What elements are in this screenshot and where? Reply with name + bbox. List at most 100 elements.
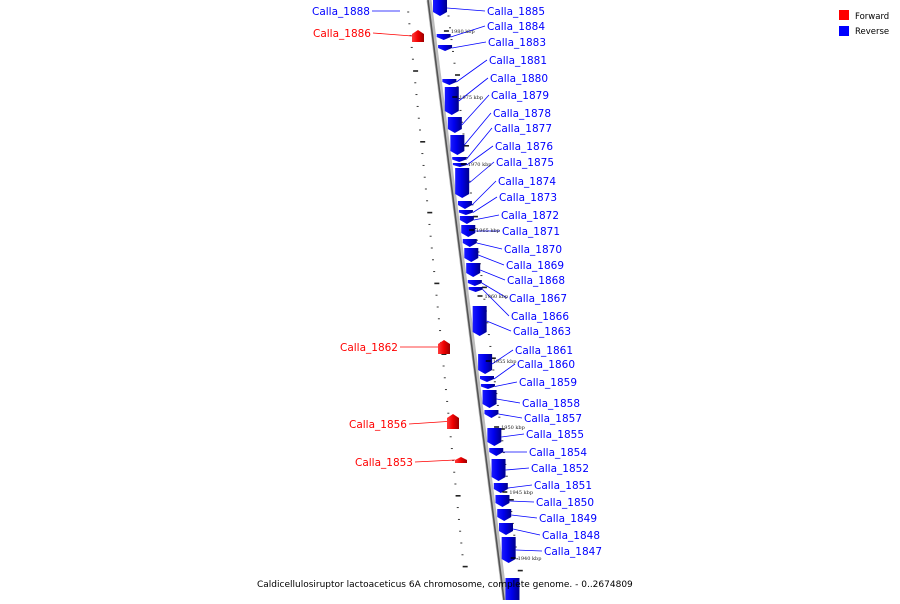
- gene-feature-calla-1885[interactable]: [433, 0, 448, 16]
- gene-label-calla-1880[interactable]: Calla_1880: [490, 73, 548, 85]
- gene-label-calla-1878[interactable]: Calla_1878: [493, 108, 551, 120]
- gene-feature-calla-1851[interactable]: [493, 483, 508, 493]
- gene-feature-calla-1856[interactable]: [447, 414, 459, 429]
- gene-label-calla-1853[interactable]: Calla_1853: [355, 457, 413, 469]
- gene-label-calla-1874[interactable]: Calla_1874: [498, 176, 556, 188]
- gene-feature-calla-1883[interactable]: [438, 45, 453, 51]
- legend: Forward Reverse: [839, 10, 889, 37]
- gene-label-calla-1868[interactable]: Calla_1868: [507, 275, 565, 287]
- leader-line-calla-1881: [456, 59, 488, 83]
- gene-feature-calla-1879[interactable]: [447, 117, 462, 133]
- gene-feature-calla-1863[interactable]: [472, 306, 487, 336]
- gene-feature-calla-1872[interactable]: [459, 216, 474, 224]
- gene-label-calla-1851[interactable]: Calla_1851: [534, 480, 592, 492]
- scale-label: 1945 kbp: [509, 490, 533, 496]
- gene-feature-calla-1871[interactable]: [461, 225, 476, 237]
- gene-feature-calla-1850[interactable]: [495, 495, 510, 507]
- gene-feature-calla-1860[interactable]: [480, 376, 495, 382]
- gene-label-calla-1888[interactable]: Calla_1888: [312, 6, 370, 18]
- scale-label: 1950 kbp: [501, 425, 525, 431]
- leader-line-calla-1877: [465, 127, 493, 160]
- gene-feature-calla-1881[interactable]: [442, 79, 457, 85]
- leader-line-calla-1855: [501, 433, 525, 438]
- gene-label-calla-1885[interactable]: Calla_1885: [487, 6, 545, 18]
- leader-line-calla-1866: [482, 289, 510, 317]
- scale-label: 1940 kbp: [518, 556, 542, 562]
- gene-feature-calla-1861[interactable]: [478, 354, 493, 374]
- gene-label-calla-1870[interactable]: Calla_1870: [504, 244, 562, 256]
- gene-label-calla-1848[interactable]: Calla_1848: [542, 530, 600, 542]
- gene-feature-calla-1859[interactable]: [480, 384, 495, 389]
- gene-label-calla-1849[interactable]: Calla_1849: [539, 513, 597, 525]
- legend-reverse-swatch: [839, 26, 849, 36]
- gene-feature-calla-1857[interactable]: [484, 410, 499, 418]
- gene-feature-calla-1862[interactable]: [438, 340, 450, 354]
- gene-label-calla-1873[interactable]: Calla_1873: [499, 192, 557, 204]
- gene-label-calla-1884[interactable]: Calla_1884: [487, 21, 545, 33]
- map-caption: Caldicellulosiruptor lactoaceticus 6A ch…: [257, 580, 633, 590]
- gene-label-calla-1847[interactable]: Calla_1847: [544, 546, 602, 558]
- gene-labels: Calla_1888 Calla_1886 Calla_1885 Calla_1884…: [312, 6, 602, 558]
- gene-feature-calla-1858[interactable]: [482, 390, 497, 408]
- gene-feature-calla-1855[interactable]: [487, 428, 502, 446]
- gene-feature-calla-1848[interactable]: [499, 523, 514, 535]
- gene-feature-calla-1869[interactable]: [464, 248, 479, 262]
- gene-label-calla-1863[interactable]: Calla_1863: [513, 326, 571, 338]
- gene-feature-calla-1874[interactable]: [457, 201, 472, 209]
- gene-feature-calla-1868[interactable]: [466, 263, 481, 277]
- gene-label-calla-1872[interactable]: Calla_1872: [501, 210, 559, 222]
- gene-label-calla-1856[interactable]: Calla_1856: [349, 419, 407, 431]
- gene-feature-calla-1853[interactable]: [455, 457, 467, 463]
- gene-label-calla-1861[interactable]: Calla_1861: [515, 345, 573, 357]
- gene-label-calla-1852[interactable]: Calla_1852: [531, 463, 589, 475]
- gene-feature-calla-1849[interactable]: [497, 509, 512, 521]
- gene-label-calla-1867[interactable]: Calla_1867: [509, 293, 567, 305]
- gene-feature-calla-1870[interactable]: [462, 239, 477, 247]
- leader-line-calla-1869: [478, 254, 505, 266]
- leader-line-calla-1874: [471, 180, 497, 206]
- gene-label-calla-1857[interactable]: Calla_1857: [524, 413, 582, 425]
- gene-feature-calla-1877[interactable]: [452, 157, 467, 162]
- gene-feature-calla-1884[interactable]: [436, 34, 451, 40]
- gene-label-calla-1854[interactable]: Calla_1854: [529, 447, 587, 459]
- gene-feature-calla-1866[interactable]: [468, 287, 483, 292]
- leader-line-calla-1870: [476, 242, 503, 250]
- leader-line-calla-1856: [408, 421, 448, 425]
- gene-label-calla-1877[interactable]: Calla_1877: [494, 123, 552, 135]
- leader-line-calla-1853: [414, 459, 456, 463]
- gene-feature-calla-1867[interactable]: [467, 280, 482, 286]
- gene-feature-calla-1886[interactable]: [412, 30, 424, 42]
- gene-label-calla-1869[interactable]: Calla_1869: [506, 260, 564, 272]
- gene-feature-calla-1847[interactable]: [501, 537, 516, 563]
- gene-label-calla-1866[interactable]: Calla_1866: [511, 311, 569, 323]
- gene-label-calla-1850[interactable]: Calla_1850: [536, 497, 594, 509]
- gene-label-calla-1858[interactable]: Calla_1858: [522, 398, 580, 410]
- gene-feature-calla-1878[interactable]: [450, 135, 465, 155]
- label-leader-lines: [372, 7, 543, 552]
- gene-label-calla-1879[interactable]: Calla_1879: [491, 90, 549, 102]
- gene-label-calla-1886[interactable]: Calla_1886: [313, 28, 371, 40]
- gene-label-calla-1883[interactable]: Calla_1883: [488, 37, 546, 49]
- gene-label-calla-1855[interactable]: Calla_1855: [526, 429, 584, 441]
- gene-feature-calla-1852[interactable]: [491, 459, 506, 481]
- gene-label-calla-1860[interactable]: Calla_1860: [517, 359, 575, 371]
- gene-feature-calla-1873[interactable]: [458, 210, 473, 215]
- gene-feature-continuation: [505, 578, 520, 600]
- gene-label-calla-1859[interactable]: Calla_1859: [519, 377, 577, 389]
- gene-label-calla-1862[interactable]: Calla_1862: [340, 342, 398, 354]
- gene-label-calla-1875[interactable]: Calla_1875: [496, 157, 554, 169]
- gene-feature-calla-1875[interactable]: [455, 168, 470, 198]
- gene-feature-calla-1880[interactable]: [444, 87, 459, 115]
- leader-line-calla-1851: [507, 484, 533, 489]
- leader-line-calla-1884: [450, 25, 486, 38]
- scale-label: 1965 kbp: [476, 228, 500, 234]
- gene-label-calla-1876[interactable]: Calla_1876: [495, 141, 553, 153]
- leader-line-calla-1847: [515, 549, 543, 552]
- gene-features: [412, 0, 520, 600]
- gene-feature-calla-1854[interactable]: [489, 448, 504, 456]
- gene-label-calla-1871[interactable]: Calla_1871: [502, 226, 560, 238]
- gene-label-calla-1881[interactable]: Calla_1881: [489, 55, 547, 67]
- leader-line-calla-1858: [496, 398, 521, 404]
- scale-label: 1960 kbp: [484, 294, 508, 300]
